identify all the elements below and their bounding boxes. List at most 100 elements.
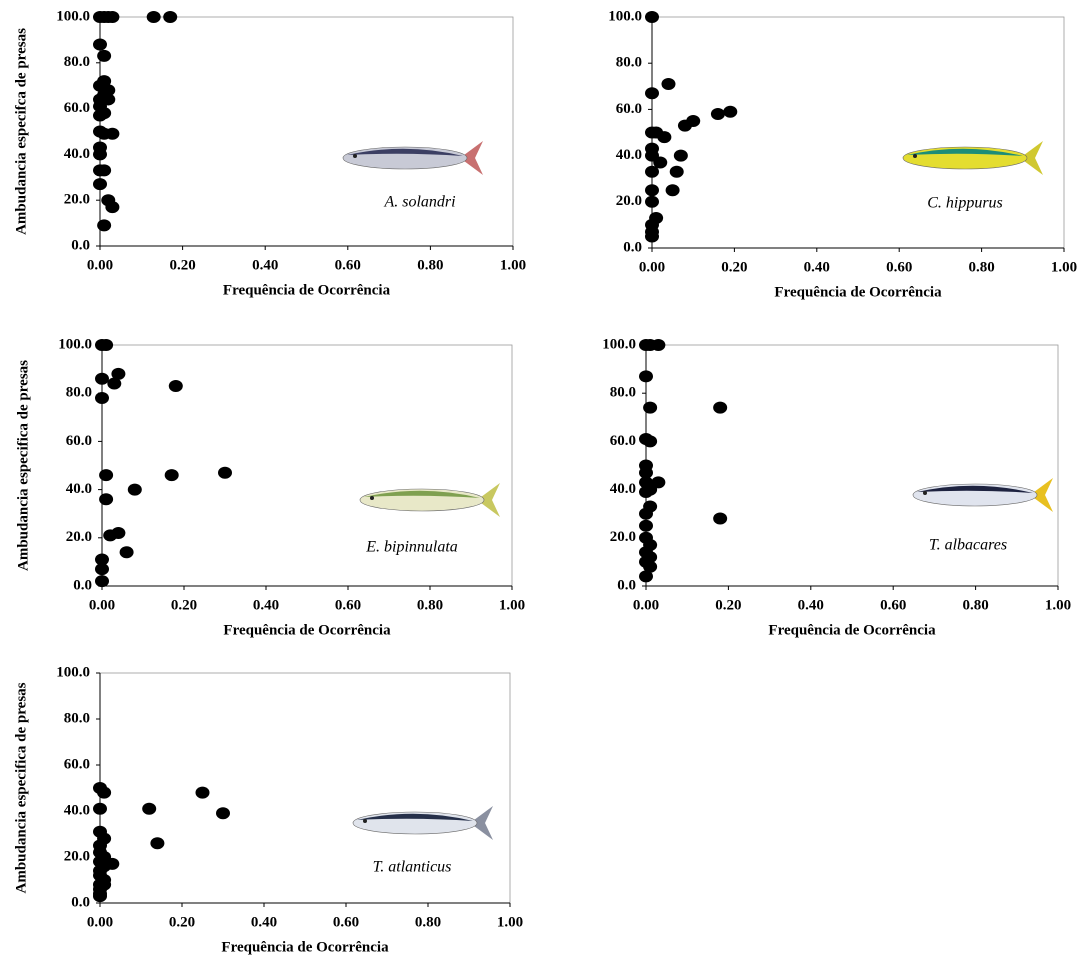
x-tick-label: 0.40	[251, 914, 277, 930]
x-tick-label: 1.00	[1051, 259, 1077, 275]
point	[97, 787, 111, 799]
fish-eye	[370, 496, 374, 500]
point	[107, 378, 121, 390]
x-tick-label: 1.00	[497, 914, 523, 930]
y-tick-label: 0.0	[73, 577, 92, 593]
plot-frame	[100, 17, 513, 246]
species-label: E. bipinnulata	[365, 539, 458, 556]
x-tick-label: 0.60	[333, 914, 359, 930]
y-tick-label: 100.0	[58, 336, 92, 352]
point	[93, 890, 107, 902]
y-tick-label: 80.0	[66, 385, 92, 401]
point	[142, 803, 156, 815]
x-tick-label: 0.20	[169, 257, 195, 273]
y-tick-label: 40.0	[64, 802, 90, 818]
x-tick-label: 1.00	[500, 257, 526, 273]
point	[150, 837, 164, 849]
x-axis-label: Frequência de Ocorrência	[774, 284, 942, 300]
y-tick-label: 40.0	[64, 146, 90, 162]
point	[99, 469, 113, 481]
point	[645, 230, 659, 242]
x-tick-label: 0.80	[415, 914, 441, 930]
figure: 0.0 20.0 40.0 60.0 80.0 100.0 0.00 0.20 0.40 0.60…	[0, 0, 1083, 960]
point	[218, 467, 232, 479]
point	[93, 164, 107, 176]
y-tick-label: 60.0	[610, 433, 636, 449]
y-tick-label: 100.0	[602, 336, 636, 352]
y-tick-label: 80.0	[616, 55, 642, 71]
y-axis-label: Ambudancia especifica de presas	[15, 360, 31, 571]
x-tick-label: 0.40	[798, 597, 824, 613]
y-tick-label: 60.0	[66, 433, 92, 449]
y-tick-label: 40.0	[610, 481, 636, 497]
y-tick-label: 80.0	[64, 54, 90, 70]
y-tick-label: 20.0	[64, 848, 90, 864]
point	[105, 128, 119, 140]
point	[645, 87, 659, 99]
point	[645, 11, 659, 23]
x-tick-label: 0.20	[721, 259, 747, 275]
y-tick-label: 60.0	[64, 756, 90, 772]
y-tick-label: 100.0	[608, 8, 642, 24]
point	[165, 469, 179, 481]
point	[196, 787, 210, 799]
x-tick-label: 0.20	[169, 914, 195, 930]
point	[95, 563, 109, 575]
y-tick-label: 40.0	[66, 481, 92, 497]
point	[216, 807, 230, 819]
x-tick-label: 0.60	[880, 597, 906, 613]
point	[93, 803, 107, 815]
y-tick-label: 0.0	[71, 237, 90, 253]
species-label: C. hippurus	[927, 195, 1003, 212]
point	[661, 78, 675, 90]
x-tick-label: 0.00	[89, 597, 115, 613]
point	[645, 184, 659, 196]
x-axis-label: Frequência de Ocorrência	[223, 622, 391, 638]
y-axis-label: Ambudancia especifica de presas	[13, 682, 29, 893]
point	[651, 339, 665, 351]
panel: 0.020.040.060.080.0100.00.000.200.400.60…	[608, 8, 1077, 300]
point	[670, 166, 684, 178]
y-tick-label: 80.0	[64, 710, 90, 726]
x-tick-label: 0.80	[417, 257, 443, 273]
point	[163, 11, 177, 23]
point	[645, 166, 659, 178]
point	[666, 184, 680, 196]
x-axis-label: Frequência de Ocorrência	[768, 622, 936, 638]
point	[111, 527, 125, 539]
point	[105, 201, 119, 213]
y-tick-label: 60.0	[616, 101, 642, 117]
y-tick-label: 0.0	[623, 239, 642, 255]
point	[97, 219, 111, 231]
point	[99, 493, 113, 505]
x-tick-label: 0.60	[335, 257, 361, 273]
point	[93, 148, 107, 160]
point	[674, 150, 688, 162]
x-tick-label: 0.00	[87, 914, 113, 930]
y-tick-label: 80.0	[610, 385, 636, 401]
x-tick-label: 0.20	[171, 597, 197, 613]
species-label: A. solandri	[383, 194, 455, 211]
x-axis-label: Frequência de Ocorrência	[221, 939, 389, 955]
point	[686, 115, 700, 127]
panel: 0.020.040.060.080.0100.00.000.200.400.60…	[602, 336, 1071, 638]
point	[643, 402, 657, 414]
point	[713, 513, 727, 525]
species-label: T. albacares	[929, 537, 1007, 554]
point	[723, 106, 737, 118]
y-tick-label: 0.0	[71, 894, 90, 910]
x-tick-label: 0.00	[639, 259, 665, 275]
x-tick-label: 0.40	[253, 597, 279, 613]
point	[105, 11, 119, 23]
x-tick-label: 0.00	[633, 597, 659, 613]
x-tick-label: 1.00	[1045, 597, 1071, 613]
point	[645, 196, 659, 208]
x-tick-label: 0.80	[962, 597, 988, 613]
point	[643, 435, 657, 447]
x-tick-label: 0.20	[715, 597, 741, 613]
x-tick-label: 0.80	[968, 259, 994, 275]
fish-eye	[913, 154, 917, 158]
x-tick-label: 0.40	[252, 257, 278, 273]
point	[639, 520, 653, 532]
